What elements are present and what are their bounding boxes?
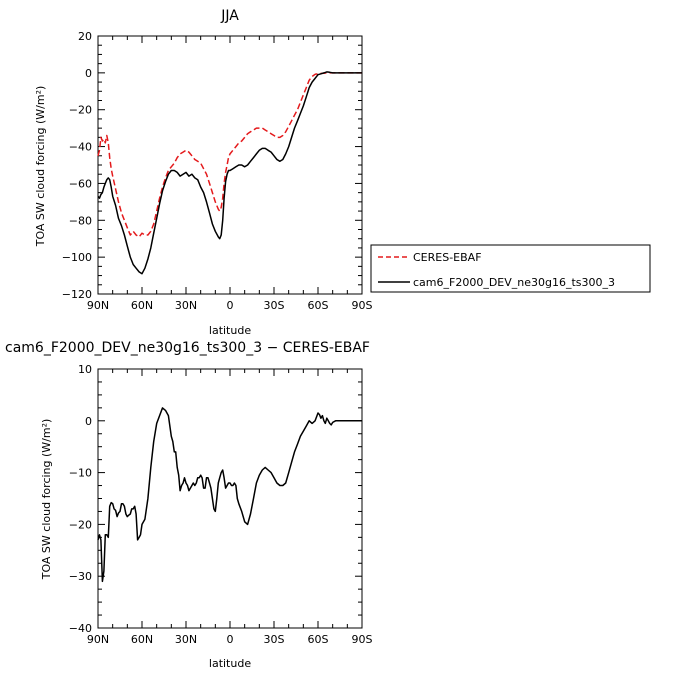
- bottom-chart-title: cam6_F2000_DEV_ne30g16_ts300_3 − CERES-E…: [5, 340, 370, 356]
- top-chart-xlabel: latitude: [209, 324, 251, 337]
- top-chart-ytick-label: −100: [62, 251, 92, 264]
- bottom-chart-xtick-label: 0: [227, 633, 234, 646]
- legend-label-cam6: cam6_F2000_DEV_ne30g16_ts300_3: [413, 276, 615, 289]
- top-chart-series-line-ceres-ebaf: [97, 72, 362, 238]
- bottom-chart-xtick-label: 60S: [308, 633, 329, 646]
- bottom-chart-xtick-label: 60N: [131, 633, 153, 646]
- top-chart-title: JJA: [220, 8, 239, 24]
- bottom-chart-xlabel: latitude: [209, 657, 251, 670]
- legend-box: [370, 244, 651, 293]
- top-chart-xtick-label: 90S: [352, 299, 373, 312]
- bottom-chart-axes-frame: [97, 368, 363, 629]
- bottom-chart-ytick-label: 10: [78, 363, 92, 376]
- bottom-chart-ytick-label: −30: [69, 570, 92, 583]
- top-chart-ytick-label: −60: [69, 177, 92, 190]
- top-chart-xtick-label: 60S: [308, 299, 329, 312]
- legend: CERES-EBAF cam6_F2000_DEV_ne30g16_ts300_…: [370, 244, 651, 293]
- bottom-chart-series-line-0: [97, 407, 362, 583]
- top-chart-series-line-cam6-f2000-dev-ne30g16-ts300-3: [97, 71, 362, 275]
- top-chart-ytick-label: −20: [69, 104, 92, 117]
- top-chart-plot: 90N 60N 30N 0 30S 60S 90S 20 0 −20 −40 −60 −80 −100 −1…: [62, 30, 373, 312]
- top-chart-xtick-label: 0: [227, 299, 234, 312]
- top-chart-xtick-label: 30S: [264, 299, 285, 312]
- bottom-chart-xtick-label: 30N: [175, 633, 197, 646]
- bottom-chart-ytick-label: −20: [69, 518, 92, 531]
- top-chart-ytick-label: −40: [69, 141, 92, 154]
- bottom-chart-xtick-label: 90N: [87, 633, 109, 646]
- bottom-chart-plot: 90N 60N 30N 0 30S 60S 90S 10 0 −10 −20 −30 −40: [69, 363, 373, 646]
- bottom-chart-ytick-label: 0: [85, 415, 92, 428]
- top-chart-ylabel: TOA SW cloud forcing (W/m²): [34, 86, 47, 248]
- top-chart-xtick-label: 30N: [175, 299, 197, 312]
- top-chart-xtick-label: 90N: [87, 299, 109, 312]
- bottom-chart-ytick-label: −40: [69, 622, 92, 635]
- top-chart-ytick-label: −80: [69, 214, 92, 227]
- top-chart-ytick-label: −120: [62, 288, 92, 301]
- top-chart-axes-frame: [97, 35, 363, 295]
- top-chart-xtick-label: 60N: [131, 299, 153, 312]
- bottom-chart-ylabel: TOA SW cloud forcing (W/m²): [40, 419, 53, 581]
- legend-label-ceres: CERES-EBAF: [413, 251, 482, 264]
- bottom-chart-ytick-label: −10: [69, 467, 92, 480]
- top-chart-ytick-label: 20: [78, 30, 92, 43]
- top-chart-ytick-label: 0: [85, 67, 92, 80]
- bottom-chart-xtick-label: 90S: [352, 633, 373, 646]
- bottom-chart-xtick-label: 30S: [264, 633, 285, 646]
